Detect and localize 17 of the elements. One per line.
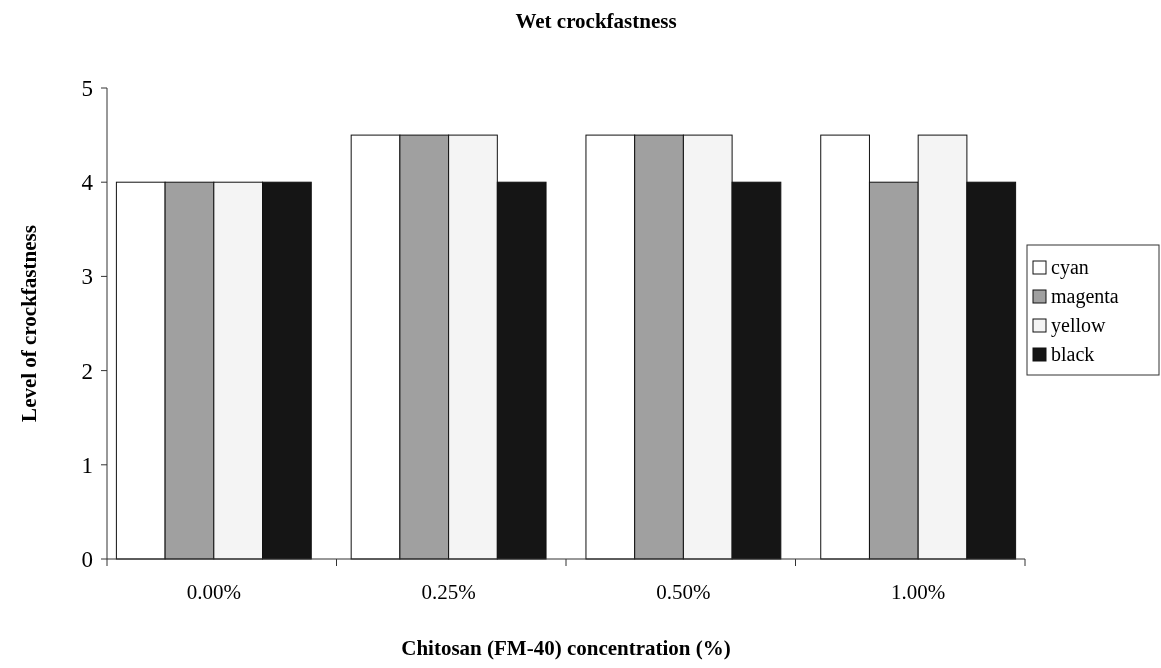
- legend-label: yellow: [1051, 314, 1106, 337]
- legend-label: black: [1051, 343, 1095, 365]
- y-tick-label: 3: [81, 264, 93, 290]
- x-tick-label: 1.00%: [891, 580, 946, 604]
- legend-label: magenta: [1051, 285, 1119, 308]
- y-tick-label: 4: [81, 170, 94, 196]
- y-tick-label: 1: [81, 452, 93, 478]
- y-axis-title: Level of crockfastness: [17, 225, 41, 422]
- x-axis-title: Chitosan (FM-40) concentration (%): [401, 636, 731, 660]
- legend-label: cyan: [1051, 256, 1089, 279]
- y-tick-label: 2: [81, 358, 93, 384]
- x-tick-label: 0.50%: [656, 580, 711, 604]
- x-tick-label: 0.25%: [421, 580, 476, 604]
- chart-title: Wet crockfastness: [515, 9, 677, 33]
- y-tick-label: 5: [81, 76, 93, 102]
- x-tick-label: 0.00%: [186, 580, 241, 604]
- y-tick-label: 0: [81, 547, 93, 573]
